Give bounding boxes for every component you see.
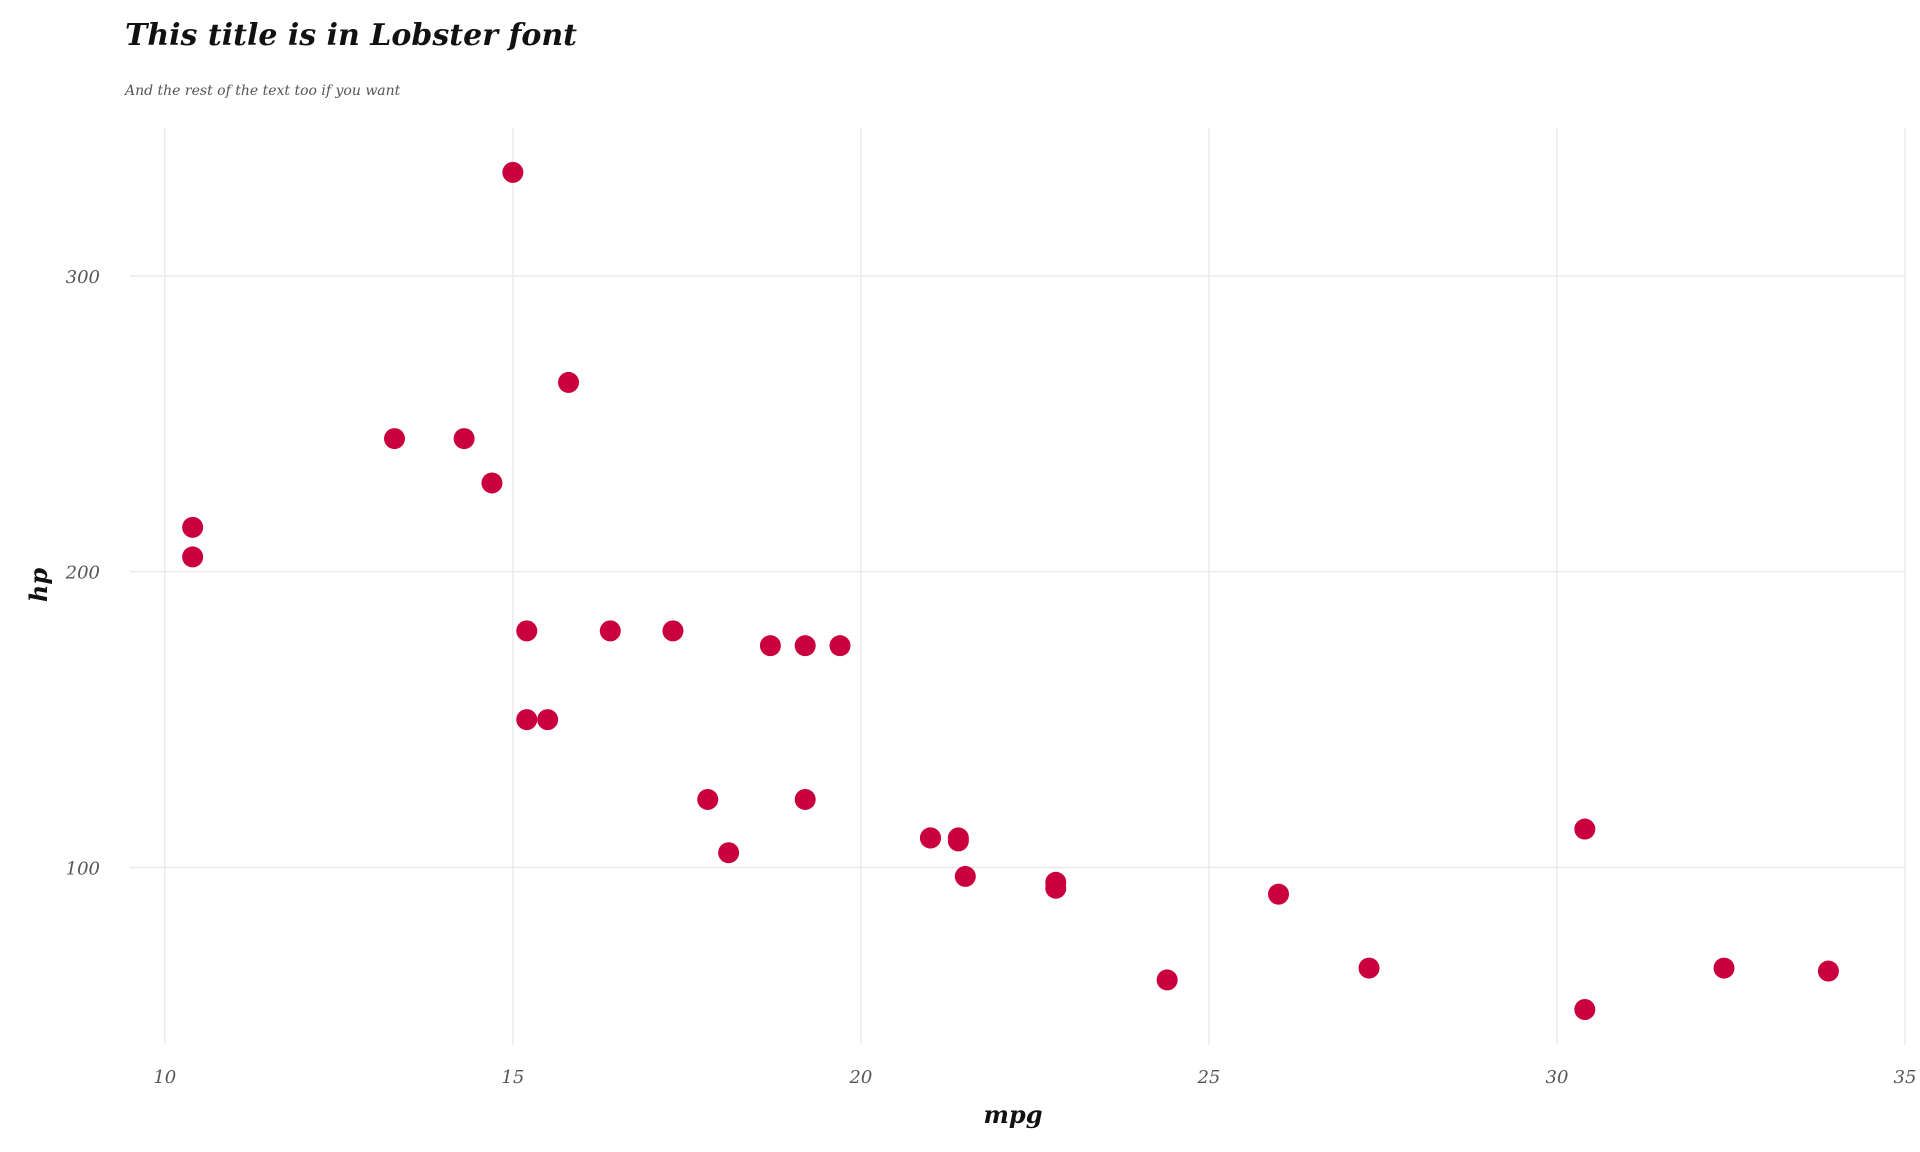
data-point xyxy=(1574,818,1596,840)
data-point xyxy=(502,161,524,183)
data-point xyxy=(954,865,976,887)
x-tick-label: 10 xyxy=(153,1067,176,1088)
x-axis-title: mpg xyxy=(984,1100,1043,1129)
x-tick-label: 25 xyxy=(1196,1067,1220,1088)
chart-subtitle: And the rest of the text too if you want xyxy=(125,83,401,99)
data-point xyxy=(1156,969,1178,991)
data-point xyxy=(1713,957,1735,979)
x-tick-label: 15 xyxy=(501,1067,524,1088)
data-point xyxy=(829,635,851,657)
x-tick-label: 20 xyxy=(848,1067,872,1088)
y-tick-label: 200 xyxy=(65,563,100,584)
data-point xyxy=(516,709,538,731)
data-point xyxy=(453,428,475,450)
data-point xyxy=(1045,871,1067,893)
y-axis-title: hp xyxy=(24,568,53,602)
data-point xyxy=(516,620,538,642)
y-tick-label: 100 xyxy=(66,859,100,880)
data-point xyxy=(599,620,621,642)
data-point xyxy=(384,428,406,450)
data-point xyxy=(1358,957,1380,979)
grid-lines xyxy=(130,128,1906,1045)
data-point xyxy=(947,830,969,852)
data-point xyxy=(697,788,719,810)
y-tick-label: 300 xyxy=(66,267,100,288)
data-point xyxy=(662,620,684,642)
data-point xyxy=(759,635,781,657)
chart-title: This title is in Lobster font xyxy=(125,18,578,53)
y-axis-ticks: 100 200 300 xyxy=(65,267,100,880)
data-point xyxy=(1268,883,1290,905)
data-point xyxy=(794,788,816,810)
data-point xyxy=(718,842,740,864)
data-point xyxy=(537,709,559,731)
data-point xyxy=(794,635,816,657)
data-point xyxy=(182,546,204,568)
x-tick-label: 30 xyxy=(1546,1067,1569,1088)
data-point xyxy=(182,516,204,538)
x-axis-ticks: 10 15 20 25 30 35 xyxy=(153,1067,1916,1088)
data-point xyxy=(919,827,941,849)
data-point xyxy=(481,472,503,494)
data-points xyxy=(182,161,1839,1021)
data-point xyxy=(558,371,580,393)
data-point xyxy=(1574,999,1596,1021)
x-tick-label: 35 xyxy=(1894,1067,1917,1088)
data-point xyxy=(1817,960,1839,982)
